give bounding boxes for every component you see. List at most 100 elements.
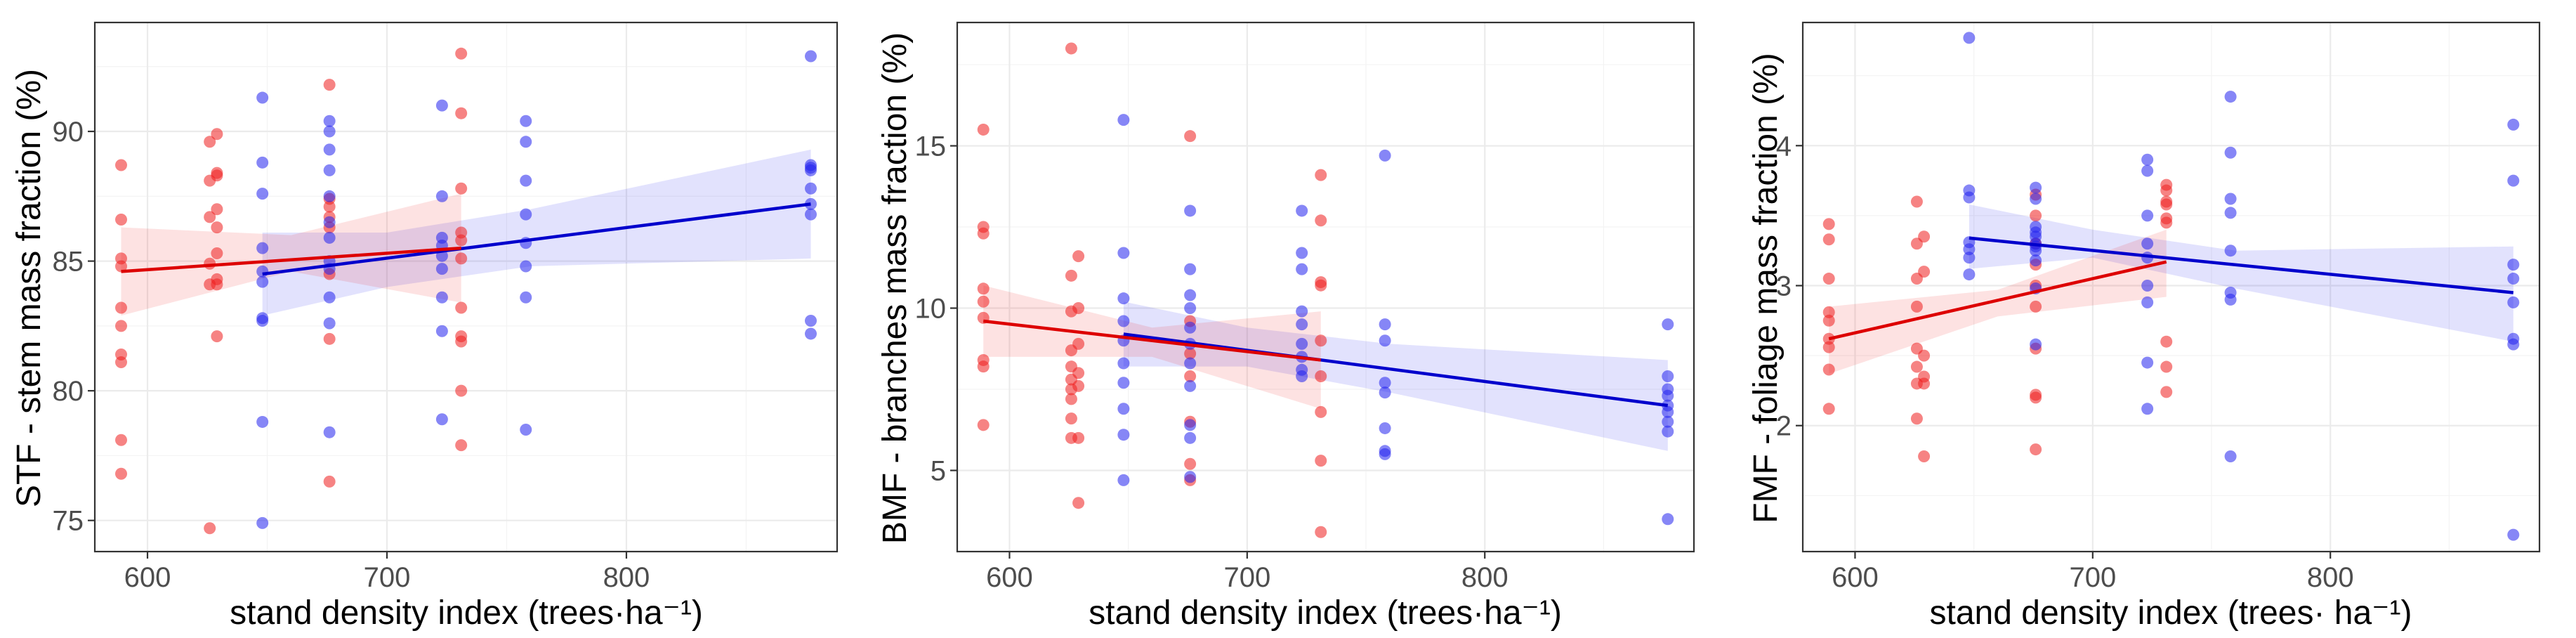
point-blue (256, 156, 269, 169)
point-blue (323, 115, 336, 127)
point-blue (2224, 450, 2237, 463)
point-red (1065, 393, 1077, 405)
point-red (455, 335, 468, 348)
x-tick-label: 800 (1461, 562, 1509, 593)
x-tick-label: 600 (986, 562, 1033, 593)
point-blue (1117, 114, 1130, 126)
point-red (204, 136, 216, 148)
point-red (1315, 169, 1327, 181)
point-red (115, 467, 128, 480)
point-red (2030, 300, 2042, 313)
point-blue (2030, 254, 2042, 267)
point-blue (1184, 471, 1197, 483)
x-axis-title: stand density index (trees·ha⁻¹) (1089, 594, 1562, 632)
point-blue (520, 291, 532, 304)
fit-lines (983, 319, 1669, 408)
point-blue (2224, 293, 2237, 306)
point-blue (1296, 318, 1308, 331)
point-blue (1184, 302, 1197, 315)
point-red (323, 200, 336, 213)
data-points (977, 42, 1674, 538)
point-red (1072, 337, 1085, 350)
y-axis-title: FMF - foliage mass fraction (%) (1747, 53, 1785, 523)
point-red (115, 320, 128, 332)
point-red (1072, 250, 1085, 263)
point-red (115, 159, 128, 171)
point-red (1822, 363, 1835, 376)
point-blue (1963, 268, 1976, 281)
point-blue (1117, 403, 1130, 415)
x-axis-title: stand density index (trees· ha⁻¹) (1930, 594, 2412, 632)
point-red (2030, 443, 2042, 456)
point-blue (2030, 338, 2042, 351)
point-red (1918, 230, 1931, 243)
y-axis-title: BMF - branches mass fraction (%) (876, 32, 914, 544)
point-blue (2224, 207, 2237, 219)
point-red (455, 301, 468, 314)
point-red (1910, 195, 1923, 208)
x-tick-label: 600 (1832, 562, 1879, 593)
panel-frame (93, 21, 839, 553)
point-blue (804, 50, 817, 63)
point-blue (435, 413, 448, 426)
point-blue (1184, 204, 1197, 217)
point-blue (1117, 292, 1130, 305)
point-blue (435, 325, 448, 337)
y-axis-title: STF - stem mass fraction (%) (11, 69, 48, 507)
point-red (1910, 300, 1923, 313)
point-red (2160, 360, 2173, 373)
point-red (1072, 497, 1085, 509)
y-tick-label: 15 (915, 131, 947, 162)
point-blue (323, 317, 336, 330)
point-red (2160, 216, 2173, 229)
point-red (455, 252, 468, 265)
point-red (1065, 42, 1077, 55)
point-blue (1184, 321, 1197, 334)
point-blue (256, 516, 269, 529)
point-red (1315, 214, 1327, 227)
point-red (1315, 455, 1327, 467)
fit-line-blue (1969, 236, 2514, 294)
point-red (1822, 403, 1835, 415)
point-blue (2507, 118, 2520, 131)
point-red (1910, 360, 1923, 373)
point-blue (435, 263, 448, 275)
tick-labels: 600 700 800 5 10 15 (915, 131, 1509, 593)
point-red (1315, 334, 1327, 347)
point-blue (804, 208, 817, 221)
panel-border (1801, 21, 2541, 553)
panel-border (93, 21, 839, 553)
point-blue (1184, 263, 1197, 275)
point-red (204, 522, 216, 535)
point-blue (804, 327, 817, 340)
point-red (455, 47, 468, 60)
point-blue (1117, 357, 1130, 370)
point-blue (323, 190, 336, 202)
point-red (1822, 233, 1835, 246)
point-blue (804, 164, 817, 176)
point-blue (1662, 513, 1674, 526)
grid (1803, 22, 2539, 552)
x-tick-label: 800 (2307, 562, 2354, 593)
point-red (1918, 349, 1931, 362)
point-red (1184, 347, 1197, 360)
point-blue (1662, 425, 1674, 438)
point-red (1822, 306, 1835, 318)
point-blue (520, 424, 532, 436)
point-red (1315, 526, 1327, 538)
point-blue (435, 291, 448, 304)
point-blue (804, 314, 817, 327)
point-blue (256, 242, 269, 254)
point-red (323, 332, 336, 345)
point-blue (2224, 245, 2237, 257)
grid (957, 22, 1694, 552)
data-points (115, 47, 817, 535)
point-red (2160, 386, 2173, 398)
fit-line-blue (1123, 332, 1669, 408)
point-red (1918, 266, 1931, 278)
point-red (1822, 314, 1835, 327)
point-blue (1379, 377, 1391, 389)
point-blue (435, 190, 448, 202)
point-blue (2507, 273, 2520, 285)
point-red (977, 360, 990, 373)
